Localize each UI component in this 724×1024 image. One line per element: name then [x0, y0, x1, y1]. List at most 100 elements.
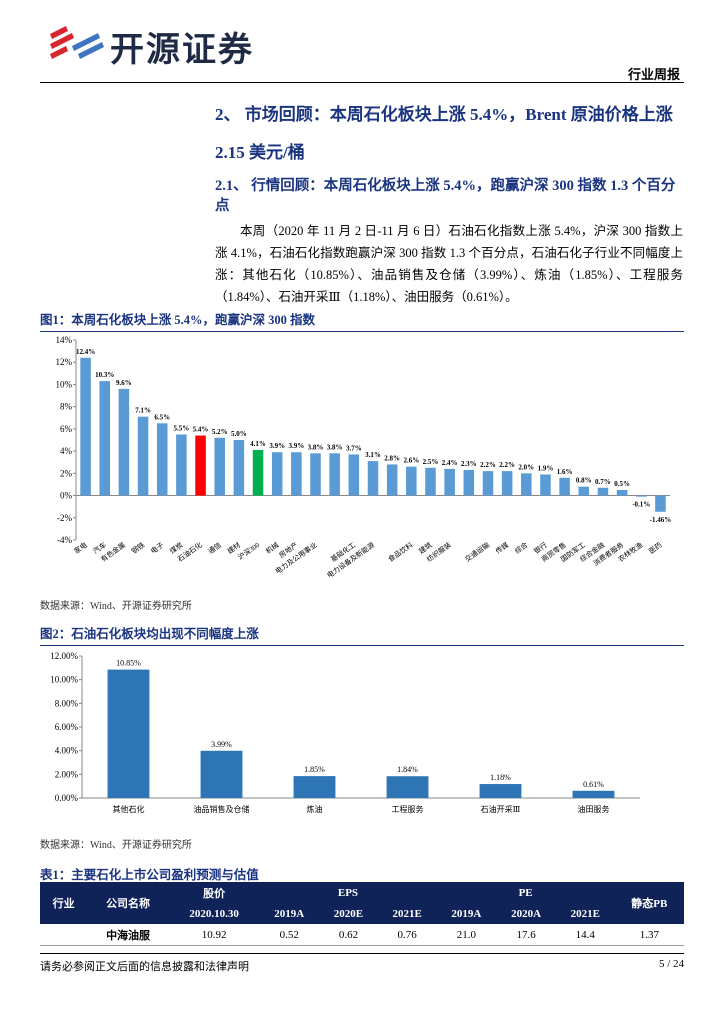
td: 14.4 — [555, 924, 615, 946]
value-label: 3.9% — [288, 442, 304, 450]
td: 10.92 — [168, 924, 260, 946]
value-label: 3.99% — [211, 740, 232, 749]
bar — [118, 388, 130, 496]
bar — [107, 669, 150, 798]
brand: 开源证券 — [110, 30, 254, 70]
bar — [521, 473, 532, 496]
td: 0.76 — [377, 924, 437, 946]
table-row: 中海油服 10.92 0.52 0.62 0.76 21.0 17.6 14.4 1.37 — [40, 924, 684, 946]
y-tick-label: 10.00% — [50, 675, 78, 685]
bar — [578, 486, 590, 496]
y-tick-label: 4% — [60, 446, 73, 456]
bar — [233, 440, 245, 496]
value-label: 2.8% — [384, 454, 400, 462]
chart: -4%-2%0%2%4%6%8%10%12%14%12.4%家电10.3%汽车9… — [56, 335, 672, 580]
value-label: 5.5% — [174, 424, 190, 432]
th: 2021E — [377, 903, 437, 924]
bar — [540, 474, 551, 496]
bar — [425, 467, 436, 496]
bar — [482, 471, 494, 496]
th: 静态PB — [614, 882, 684, 924]
th: EPS — [259, 882, 437, 903]
bar — [616, 490, 628, 496]
value-label: 6.5% — [154, 413, 170, 421]
value-label: 9.6% — [116, 379, 132, 387]
th: 2020.10.30 — [168, 903, 260, 924]
paragraph: 本周（2020 年 11 月 2 日-11 月 6 日）石油石化指数上涨 5.4… — [215, 224, 683, 304]
x-tick-label: 钢铁 — [130, 540, 147, 555]
value-label: 12.4% — [76, 348, 95, 356]
bar — [386, 464, 398, 496]
x-tick-label: 综合 — [513, 540, 530, 555]
bar — [156, 423, 168, 496]
td: 0.62 — [319, 924, 378, 946]
value-label: 7.1% — [135, 407, 151, 415]
bar — [406, 466, 417, 496]
value-label: 2.5% — [423, 458, 439, 466]
y-tick-label: 6.00% — [55, 722, 79, 732]
report-type: 行业周报 — [627, 67, 680, 82]
th: 2021E — [555, 903, 615, 924]
table-body: 中海油服 10.92 0.52 0.62 0.76 21.0 17.6 14.4 1.37 — [40, 924, 684, 946]
bar — [99, 381, 111, 496]
th: PE — [436, 882, 615, 903]
td: 中海油服 — [87, 924, 169, 946]
x-tick-label: 沪深300 — [236, 540, 262, 562]
y-tick-label: 0.00% — [55, 793, 79, 803]
value-label: 3.9% — [269, 442, 285, 450]
th: 公司名称 — [87, 882, 169, 924]
bar — [559, 477, 570, 496]
th: 2020E — [319, 903, 378, 924]
chart: 0.00% 2.00% 4.00% 6.00% 8.00% 10.00% 12.00% 10.… — [50, 651, 640, 814]
value-label: -1.46% — [650, 516, 672, 524]
y-tick-label: 10% — [56, 379, 73, 389]
value-label: 0.7% — [595, 478, 611, 486]
td: 21.0 — [436, 924, 497, 946]
bar — [635, 495, 647, 497]
value-label: -0.1% — [632, 501, 650, 509]
x-tick-label: 其他石化 — [113, 804, 145, 814]
bar — [329, 453, 340, 496]
header-row: 2020.10.30 2019A 2020E 2021E 2019A 2020A 2021E — [40, 903, 684, 924]
value-label: 0.61% — [583, 780, 604, 789]
td: 1.37 — [614, 924, 684, 946]
bar — [137, 416, 149, 496]
table-wrap: 行业 公司名称 股价 EPS PE 静态PB 2020.10.30 2019A 20… — [40, 882, 684, 946]
value-label: 5.4% — [193, 426, 209, 434]
x-tick-label: 家电 — [72, 540, 89, 555]
x-tick-label: 通信 — [206, 540, 223, 555]
value-label: 10.3% — [95, 371, 114, 379]
bar — [348, 454, 360, 496]
y-tick-label: -4% — [57, 535, 72, 545]
y-tick-label: 2% — [60, 468, 73, 478]
bar — [367, 461, 379, 496]
value-label: 10.85% — [116, 659, 141, 668]
y-tick-label: 4.00% — [55, 746, 79, 756]
value-label: 4.1% — [250, 440, 266, 448]
value-label: 1.9% — [538, 464, 554, 472]
bar — [655, 495, 666, 512]
logo-icon — [50, 26, 104, 59]
table: 行业 公司名称 股价 EPS PE 静态PB 2020.10.30 2019A 20… — [40, 882, 684, 946]
bar — [195, 435, 206, 496]
value-label: 5.0% — [231, 430, 247, 438]
footer-rule — [40, 953, 684, 954]
y-tick-label: 0% — [60, 491, 73, 501]
bar — [463, 470, 475, 496]
y-tick-label: 2.00% — [55, 769, 79, 779]
th: 股价 — [168, 882, 260, 903]
subsection-heading: 2.1、 行情回顾：本周石化板块上涨 5.4%，跑赢沪深 300 指数 1.3 … — [215, 178, 676, 214]
y-tick-label: 12% — [56, 357, 73, 367]
bar — [200, 750, 243, 798]
th: 2020A — [496, 903, 556, 924]
bar — [252, 450, 264, 496]
footer: 请务必参阅正文后面的信息披露和法律声明 5 / 24 — [40, 958, 684, 974]
figure-title: 图2：石油石化板块均出现不同幅度上涨 — [40, 623, 684, 646]
value-label: 2.4% — [442, 459, 458, 467]
value-label: 2.0% — [518, 463, 534, 471]
bar — [572, 790, 615, 798]
value-label: 3.7% — [346, 444, 362, 452]
y-tick-label: 8.00% — [55, 698, 79, 708]
bar — [293, 776, 336, 798]
